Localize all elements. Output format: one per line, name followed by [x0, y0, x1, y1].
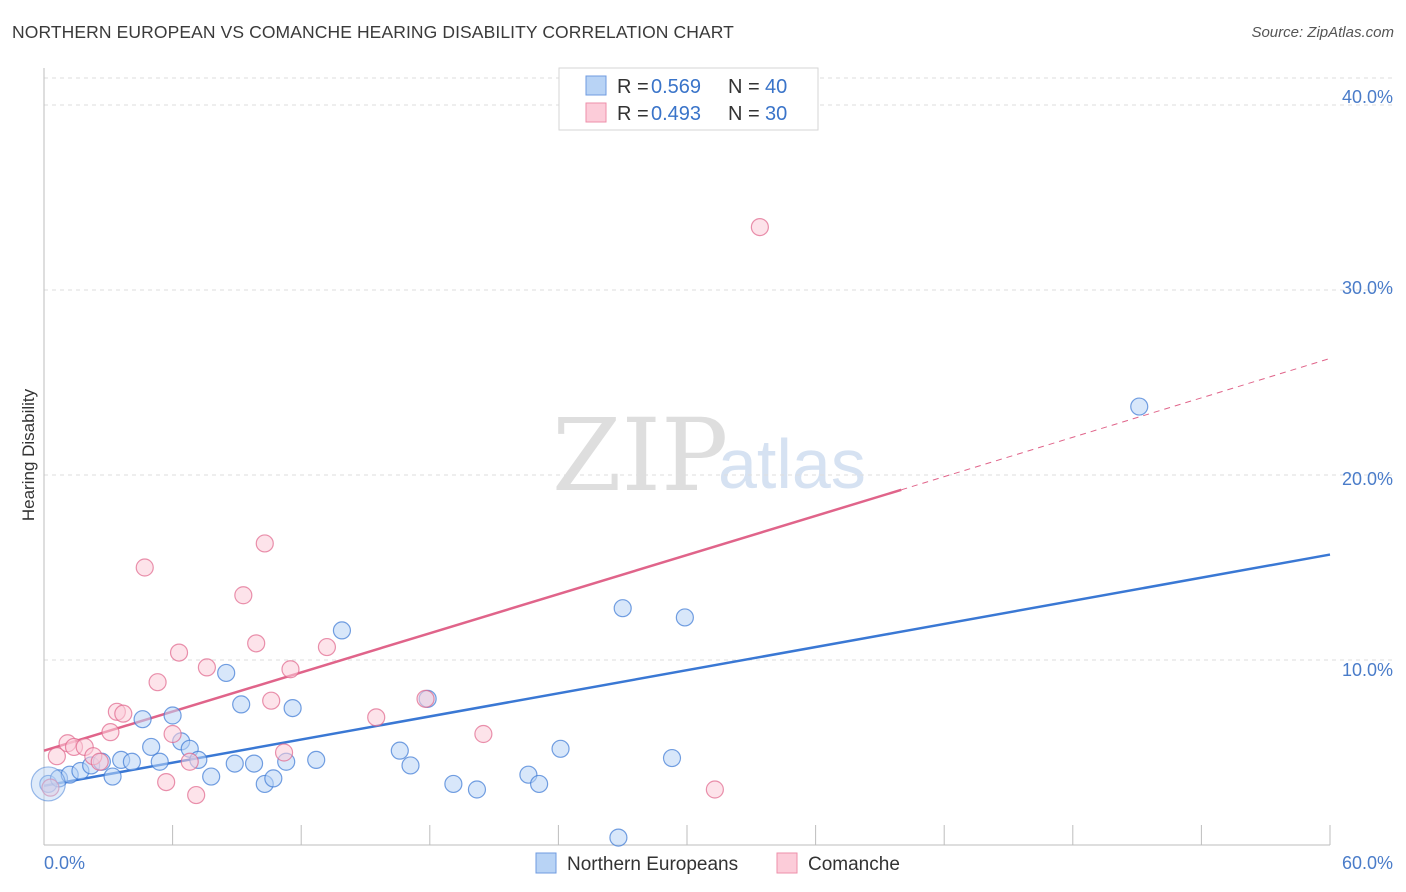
- point-comanche-21: [262, 691, 281, 710]
- x-tick-label-min: 0.0%: [44, 853, 85, 873]
- point-northern-europeans-28: [401, 756, 420, 775]
- point-northern-europeans-35: [609, 828, 628, 847]
- trendline-extension-comanche: [901, 357, 1331, 491]
- point-comanche-10: [135, 558, 154, 577]
- point-northern-europeans-33: [530, 774, 549, 794]
- watermark-zip: ZIP: [552, 397, 728, 514]
- bottom-legend-label-comanche: Comanche: [808, 854, 900, 875]
- point-comanche-12: [157, 772, 176, 792]
- point-comanche-22: [274, 743, 294, 762]
- point-comanche-29: [750, 218, 769, 237]
- point-comanche-13: [163, 724, 182, 744]
- point-northern-europeans-25: [307, 750, 326, 770]
- point-comanche-16: [187, 785, 206, 805]
- point-comanche-15: [180, 752, 199, 771]
- point-northern-europeans-20: [244, 754, 264, 773]
- legend-n-label-northern-europeans: N =: [728, 76, 760, 98]
- y-tick-label-40: 40.0%: [1342, 87, 1393, 107]
- point-comanche-1: [47, 747, 66, 766]
- point-comanche-23: [281, 660, 300, 679]
- y-axis-label: Hearing Disability: [19, 388, 38, 521]
- point-northern-europeans-6: [103, 767, 122, 786]
- point-northern-europeans-34: [551, 739, 570, 758]
- point-comanche-25: [367, 708, 386, 727]
- bottom-legend-swatch-northern-europeans: [535, 852, 557, 874]
- point-northern-europeans-38: [675, 608, 694, 627]
- point-northern-europeans-27: [390, 741, 409, 760]
- gridlines: [44, 77, 1394, 661]
- point-northern-europeans-31: [467, 780, 487, 799]
- axes: [43, 68, 1331, 846]
- y-tick-label-10: 10.0%: [1342, 660, 1393, 680]
- point-comanche-28: [705, 780, 724, 799]
- point-comanche-26: [416, 689, 435, 708]
- point-comanche-19: [247, 634, 266, 653]
- point-northern-europeans-39: [1130, 397, 1149, 416]
- legend-box: R = 0.569 N = 40 R = 0.493 N = 30: [558, 67, 819, 131]
- y-tick-label-30: 30.0%: [1342, 278, 1393, 298]
- legend-r-label-comanche: R =: [617, 103, 649, 125]
- point-northern-europeans-30: [444, 774, 463, 794]
- legend-swatch-comanche: [585, 102, 607, 123]
- legend-r-value-northern-europeans: 0.569: [651, 76, 701, 98]
- watermark-atlas: atlas: [718, 425, 866, 503]
- chart-title: NORTHERN EUROPEAN VS COMANCHE HEARING DI…: [12, 22, 734, 42]
- source-label: Source: ZipAtlas.com: [1251, 24, 1394, 41]
- point-comanche-27: [474, 724, 493, 744]
- bottom-legend-label-northern-europeans: Northern Europeans: [567, 854, 738, 875]
- point-comanche-6: [90, 752, 109, 771]
- point-comanche-18: [234, 586, 253, 605]
- legend-swatch-northern-europeans: [585, 75, 607, 96]
- trendline-comanche: [43, 488, 902, 752]
- point-northern-europeans-36: [613, 599, 632, 618]
- point-northern-europeans-12: [163, 706, 182, 725]
- trendlines: [43, 357, 1331, 788]
- point-northern-europeans-19: [232, 695, 251, 714]
- point-northern-europeans-11: [150, 752, 169, 771]
- point-northern-europeans-8: [122, 752, 141, 771]
- legend-r-value-comanche: 0.493: [651, 103, 701, 125]
- point-comanche-17: [197, 658, 216, 677]
- point-comanche-14: [169, 643, 189, 662]
- point-northern-europeans-26: [332, 621, 352, 640]
- legend-r-label-northern-europeans: R =: [617, 76, 649, 98]
- legend-n-label-comanche: N =: [728, 103, 760, 125]
- point-cluster-northern-europeans-origin: [30, 766, 66, 802]
- point-northern-europeans-37: [662, 748, 682, 768]
- point-northern-europeans-22: [264, 769, 283, 788]
- data-points: [30, 218, 1149, 847]
- legend-n-value-northern-europeans: 40: [765, 76, 787, 98]
- point-comanche-9: [114, 704, 133, 723]
- bottom-legend: Northern Europeans Comanche: [535, 852, 900, 875]
- point-northern-europeans-24: [283, 698, 302, 718]
- x-tick-label-max: 60.0%: [1342, 853, 1393, 873]
- legend-n-value-comanche: 30: [765, 103, 787, 125]
- point-northern-europeans-18: [225, 754, 244, 773]
- point-comanche-0: [41, 778, 60, 797]
- point-comanche-24: [317, 637, 337, 657]
- point-northern-europeans-10: [142, 737, 161, 757]
- trendline-northern-europeans: [43, 553, 1331, 788]
- point-comanche-20: [255, 534, 274, 553]
- point-northern-europeans-17: [217, 663, 236, 683]
- bottom-legend-swatch-comanche: [776, 852, 798, 874]
- point-northern-europeans-16: [202, 767, 221, 786]
- point-northern-europeans-9: [133, 710, 152, 729]
- point-comanche-7: [101, 723, 120, 742]
- point-comanche-11: [148, 673, 167, 692]
- y-tick-label-20: 20.0%: [1342, 469, 1393, 489]
